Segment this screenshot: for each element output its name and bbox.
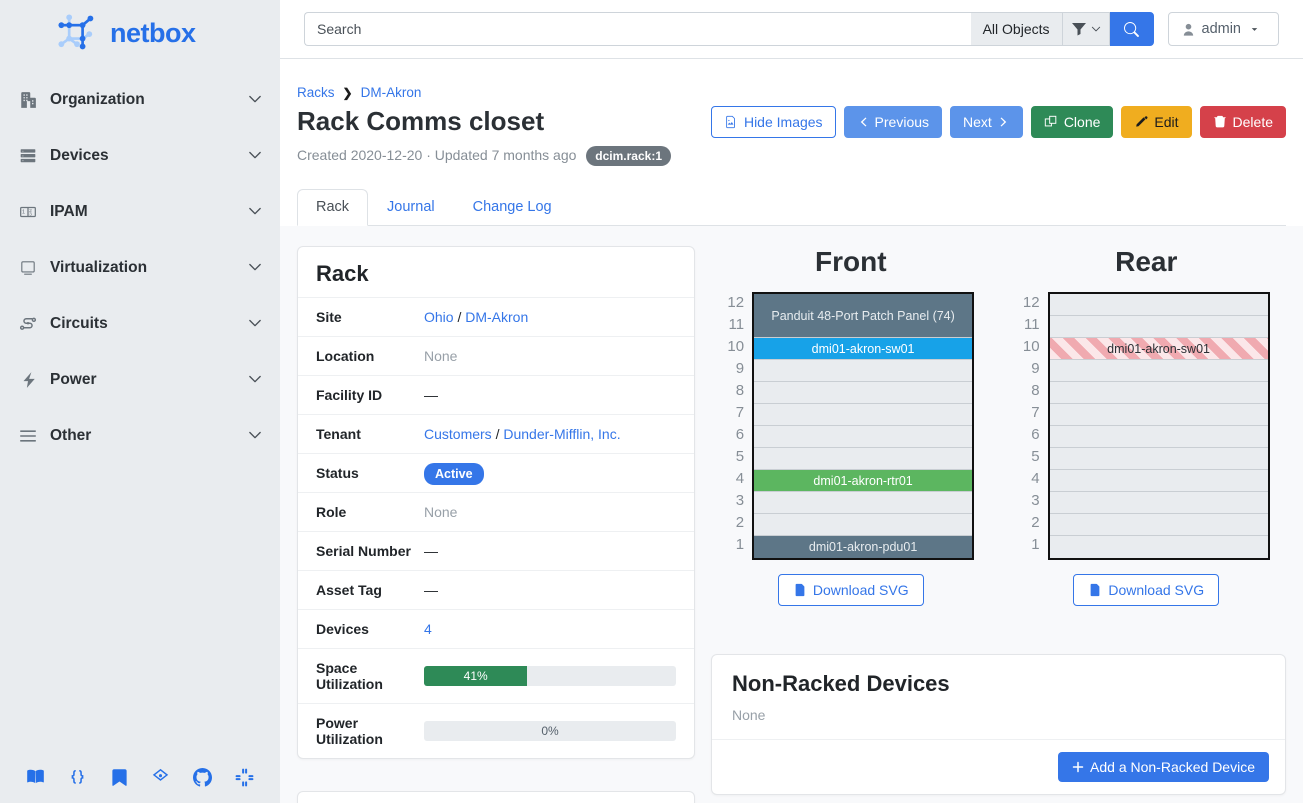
svg-text:3: 3 xyxy=(29,212,32,218)
svg-text:1: 1 xyxy=(22,209,25,215)
